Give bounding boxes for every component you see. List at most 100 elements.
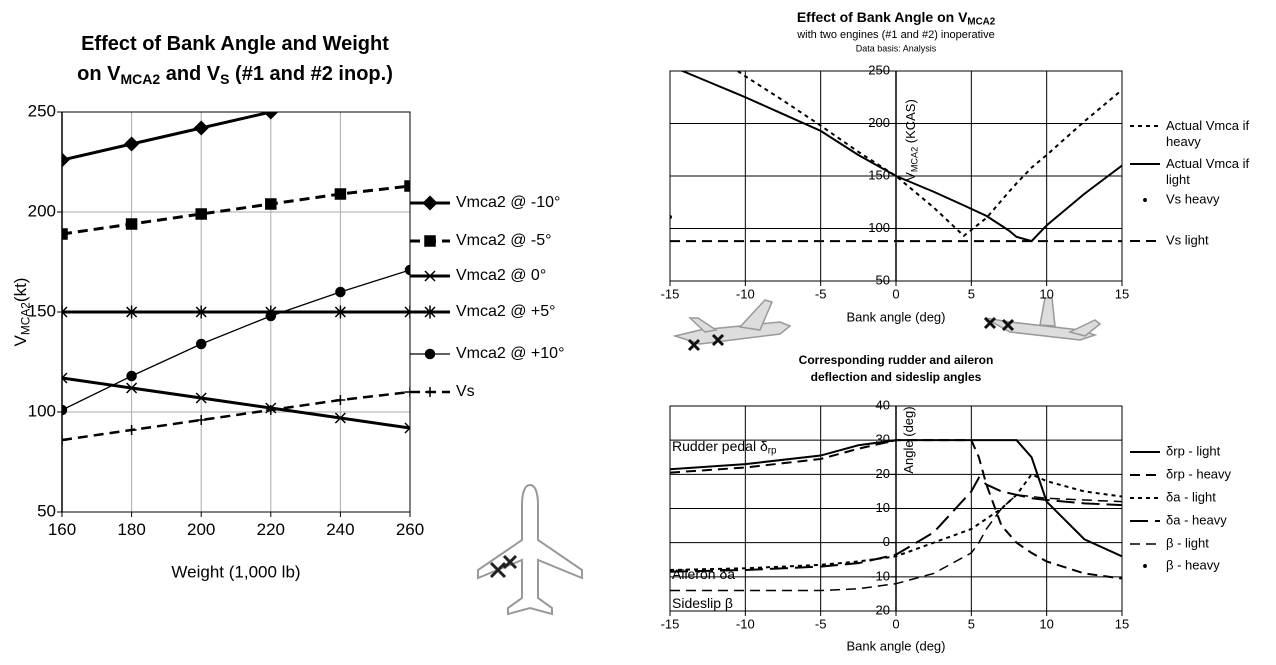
annotation-part: Aileron δa	[672, 566, 735, 582]
x-tick-label: 5	[968, 617, 975, 632]
annotation-part: Sideslip β	[672, 595, 733, 611]
series-line	[62, 112, 272, 162]
series-line	[670, 473, 1122, 571]
x-tick-label: 15	[1115, 287, 1129, 302]
marker	[62, 404, 68, 416]
chart-title: on VMCA2 and VS (#1 and #2 inop.)	[77, 63, 393, 86]
plot-area	[670, 71, 1122, 243]
marker	[424, 305, 436, 319]
legend-label: Actual Vmca if heavy	[1166, 118, 1250, 149]
x-tick-label: 200	[187, 520, 215, 539]
legend-label: δa - heavy	[1166, 512, 1227, 527]
x-tick-label: -10	[736, 617, 755, 632]
y-tick-label: 10	[876, 500, 890, 515]
y-tick-label: 200	[28, 201, 56, 220]
chart-subtitle: with two engines (#1 and #2) inoperative	[796, 29, 995, 41]
marker	[404, 422, 410, 434]
x-tick-label: 220	[257, 520, 285, 539]
chart-title-part: MCA2	[967, 16, 995, 27]
y-tick-label: 150	[28, 301, 56, 320]
marker	[62, 372, 68, 384]
legend-label: Vmca2 @ -10°	[456, 194, 560, 211]
marker	[126, 305, 138, 319]
airplane-icon	[672, 297, 1102, 352]
y-tick-label: 50	[37, 501, 56, 520]
x-tick-label: 0	[892, 287, 899, 302]
y-tick-label: -10	[871, 568, 890, 583]
x-tick-label: 10	[1039, 617, 1053, 632]
annotation: Aileron δa	[672, 566, 735, 582]
x-axis-label: Bank angle (deg)	[846, 638, 945, 653]
chart-title-part: (#1 and #2 inop.)	[230, 63, 393, 85]
marker	[62, 435, 67, 445]
series-line	[670, 476, 1122, 573]
y-axis-label-part: V	[11, 334, 30, 346]
x-tick-label: -15	[661, 617, 680, 632]
legend-label: Vmca2 @ 0°	[456, 267, 546, 284]
marker	[265, 310, 277, 322]
x-tick-label: 180	[117, 520, 145, 539]
marker	[126, 382, 138, 394]
annotation: Rudder pedal δrp	[672, 438, 777, 456]
y-axis-label-part: (KCAS)	[903, 99, 918, 147]
marker	[195, 305, 207, 319]
x-tick-label: 240	[326, 520, 354, 539]
x-tick-label: -15	[661, 287, 680, 302]
y-axis-label: VMCA2 (KCAS)	[903, 99, 919, 181]
y-tick-label: -20	[871, 602, 890, 617]
chart-title-part: Effect of Bank Angle on V	[797, 9, 968, 25]
marker	[195, 208, 207, 220]
x-tick-label: 260	[396, 520, 424, 539]
marker	[422, 195, 438, 211]
series-line	[62, 269, 410, 411]
y-tick-label: 50	[876, 272, 890, 287]
marker	[425, 387, 435, 397]
chart-title: Corresponding rudder and aileron	[799, 353, 994, 367]
marker	[335, 286, 346, 298]
x-tick-label: 0	[892, 617, 899, 632]
y-axis-label-part: MCA2	[910, 147, 920, 172]
marker	[404, 305, 410, 319]
marker	[62, 305, 68, 319]
chart-title-part: Corresponding rudder and aileron	[799, 353, 994, 367]
chart-title-part: on V	[77, 63, 121, 85]
marker	[195, 338, 207, 350]
x-tick-label: 5	[968, 287, 975, 302]
marker	[404, 180, 410, 192]
legend-label: δrp - light	[1166, 443, 1221, 458]
y-tick-label: 100	[868, 220, 890, 235]
marker	[334, 305, 346, 319]
plot-area	[62, 112, 410, 445]
plot-area	[670, 439, 1122, 592]
x-tick-label: -10	[736, 287, 755, 302]
x-tick-label: 10	[1039, 287, 1053, 302]
series-line	[670, 494, 1122, 592]
marker	[424, 348, 436, 360]
legend-label: Vs heavy	[1166, 191, 1220, 206]
y-tick-label: 250	[28, 101, 56, 120]
x-tick-label: -5	[815, 617, 827, 632]
series-line	[62, 376, 410, 430]
legend-label: δrp - heavy	[1166, 466, 1232, 481]
x-axis-label: Bank angle (deg)	[846, 309, 945, 324]
legend-label: δa - light	[1166, 489, 1216, 504]
marker	[62, 152, 70, 168]
x-tick-label: -5	[815, 287, 827, 302]
chart-title: Effect of Bank Angle on VMCA2	[797, 9, 996, 27]
marker	[424, 235, 436, 247]
marker	[1143, 198, 1147, 202]
legend-label: Vmca2 @ -5°	[456, 232, 552, 249]
legend-label: Vmca2 @ +5°	[456, 303, 556, 320]
marker	[125, 218, 138, 230]
series-line	[679, 71, 1122, 243]
chart-title-part: S	[220, 71, 229, 87]
y-axis-label-part: V	[903, 172, 918, 181]
y-tick-label: 250	[868, 62, 890, 77]
series-line	[670, 439, 1122, 580]
marker	[334, 412, 346, 424]
series-line	[737, 71, 1122, 238]
y-tick-label: 40	[876, 397, 890, 412]
legend-label: β - light	[1166, 535, 1209, 550]
marker	[195, 392, 207, 404]
